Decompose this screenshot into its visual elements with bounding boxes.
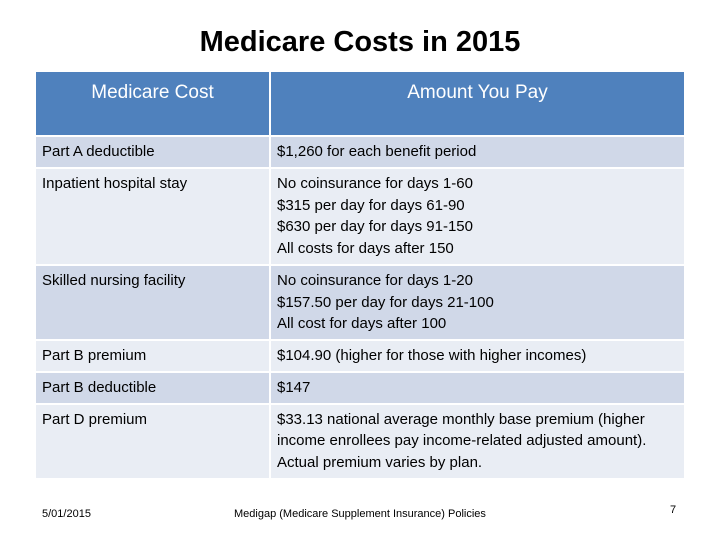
page-number: 7: [670, 504, 677, 516]
amount-line: $1,260 for each benefit period: [277, 143, 477, 160]
amount-line: All cost for days after 100: [277, 315, 447, 333]
slide-title: Medicare Costs in 2015: [199, 26, 521, 58]
table-header-row: Medicare Cost Amount You Pay: [36, 72, 684, 136]
footer-date: 5/01/2015: [42, 508, 91, 520]
amount-line: $33.13 national average monthly base pre…: [277, 410, 647, 472]
amount-cell: No coinsurance for days 1-20 $157.50 per…: [269, 263, 684, 340]
amount-cell: $1,260 for each benefit period: [269, 135, 684, 168]
table-row: Skilled nursing facility No coinsurance …: [36, 263, 684, 340]
amount-line: $315 per day for days 61-90: [277, 196, 465, 214]
header-medicare-cost: Medicare Cost: [36, 72, 270, 136]
cost-cell: Skilled nursing facility: [36, 263, 270, 340]
amount-line: $104.90 (higher for those with higher in…: [277, 347, 587, 364]
table-row: Inpatient hospital stay No coinsurance f…: [36, 166, 684, 265]
amount-line: No coinsurance for days 1-60: [277, 174, 473, 192]
cost-cell: Part B premium: [36, 339, 270, 372]
amount-cell: $33.13 national average monthly base pre…: [269, 402, 684, 478]
header-amount-you-pay: Amount You Pay: [269, 72, 684, 136]
table-row: Part A deductible $1,260 for each benefi…: [36, 135, 684, 168]
cost-cell: Part B deductible: [36, 370, 270, 404]
amount-cell: $147: [269, 370, 684, 404]
amount-cell: No coinsurance for days 1-60 $315 per da…: [269, 166, 684, 265]
amount-line: $147: [277, 378, 311, 396]
cost-cell: Inpatient hospital stay: [36, 166, 270, 265]
amount-line: All costs for days after 150: [277, 240, 454, 257]
table-row: Part D premium $33.13 national average m…: [36, 402, 684, 478]
medicare-costs-table: Medicare Cost Amount You Pay Part A dedu…: [36, 72, 684, 478]
amount-line: $157.50 per day for days 21-100: [277, 293, 494, 311]
amount-line: $630 per day for days 91-150: [277, 218, 473, 236]
cost-cell: Part D premium: [36, 402, 270, 478]
cost-cell: Part A deductible: [36, 135, 270, 168]
amount-cell: $104.90 (higher for those with higher in…: [269, 339, 684, 372]
footer-title: Medigap (Medicare Supplement Insurance) …: [234, 508, 486, 520]
table-row: Part B deductible $147: [36, 370, 684, 404]
amount-line: No coinsurance for days 1-20: [277, 271, 473, 289]
table-row: Part B premium $104.90 (higher for those…: [36, 339, 684, 372]
